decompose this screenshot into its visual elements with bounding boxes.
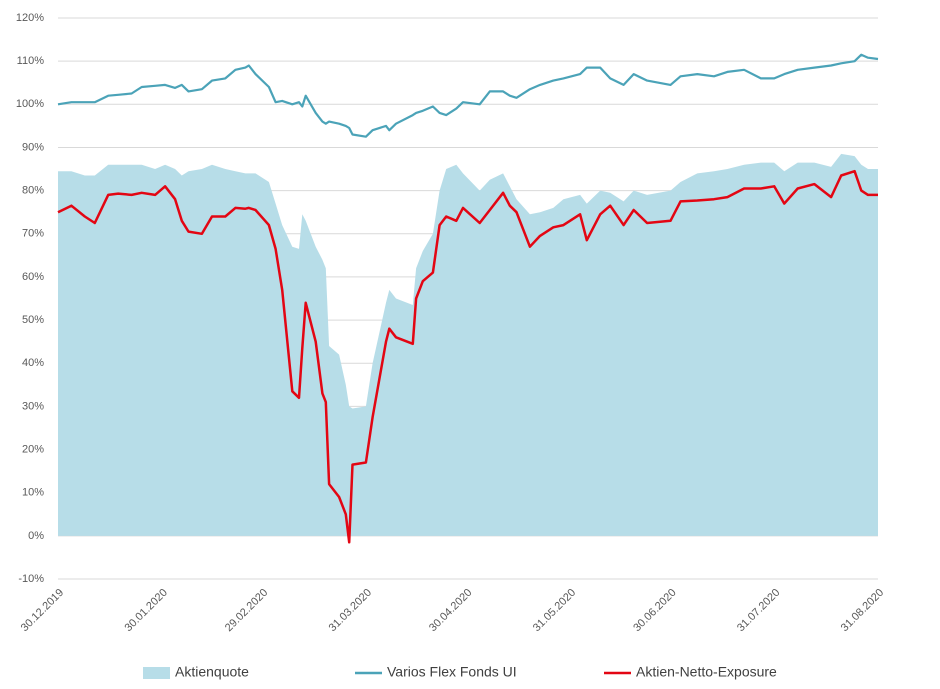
- x-tick-label: 29.02.2020: [223, 587, 270, 634]
- y-tick-label: 10%: [22, 487, 44, 499]
- y-tick-label: 20%: [22, 443, 44, 455]
- legend-label: Aktienquote: [175, 664, 249, 680]
- y-tick-label: 120%: [16, 12, 44, 24]
- line: [57, 169, 878, 544]
- x-tick-label: 31.05.2020: [531, 587, 578, 634]
- y-tick-label: 60%: [22, 271, 44, 283]
- y-tick-label: -10%: [18, 573, 44, 585]
- legend-swatch: [143, 667, 170, 679]
- legend-label: Varios Flex Fonds UI: [387, 664, 517, 680]
- legend: Aktienquote Varios Flex Fonds UI Aktien-Ne…: [143, 664, 777, 680]
- y-tick-label: 110%: [17, 55, 45, 67]
- x-tick-label: 30.06.2020: [631, 587, 678, 634]
- area: [58, 153, 878, 536]
- x-tick-label: 30.01.2020: [123, 587, 170, 634]
- y-tick-label: 40%: [22, 357, 44, 369]
- y-tick-label: 50%: [22, 314, 44, 326]
- x-tick-label: 31.03.2020: [327, 587, 374, 634]
- legend-label: Aktien-Netto-Exposure: [636, 664, 777, 680]
- x-tick-label: 30.04.2020: [427, 587, 474, 634]
- y-tick-label: 30%: [22, 400, 44, 412]
- x-tick-label: 30.12.2019: [19, 587, 66, 634]
- y-tick-label: 80%: [22, 185, 44, 197]
- y-tick-label: 100%: [16, 98, 44, 110]
- line: [57, 53, 879, 138]
- x-tick-label: 31.07.2020: [735, 587, 782, 634]
- y-tick-label: 70%: [22, 228, 44, 240]
- y-tick-label: 90%: [22, 141, 44, 153]
- y-tick-label: 0%: [28, 530, 44, 542]
- x-tick-label: 31.08.2020: [839, 587, 886, 634]
